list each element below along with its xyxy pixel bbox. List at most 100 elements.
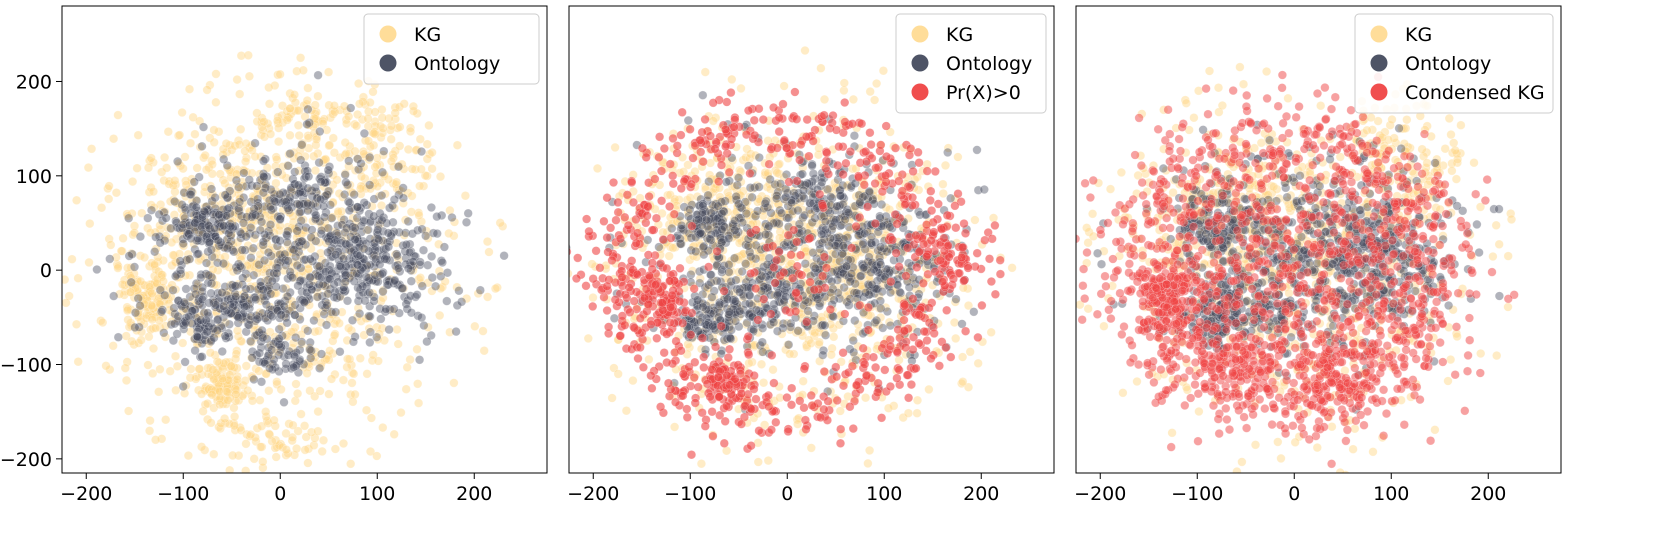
scatter-point: [104, 234, 114, 244]
scatter-point: [281, 445, 291, 455]
scatter-point: [277, 110, 287, 121]
legend-label: KG: [414, 24, 441, 46]
scatter-point: [104, 181, 114, 191]
scatter-point: [190, 214, 200, 224]
scatter-point: [454, 286, 464, 296]
scatter-point: [62, 298, 71, 308]
scatter-point: [723, 353, 733, 363]
scatter-point: [838, 241, 848, 251]
scatter-point: [394, 185, 404, 195]
scatter-point: [312, 309, 322, 320]
scatter-point: [146, 324, 156, 335]
scatter-point: [742, 318, 752, 328]
scatter-point: [245, 431, 255, 441]
scatter-point: [291, 244, 301, 254]
scatter-point: [437, 282, 448, 292]
scatter-point: [926, 186, 936, 196]
scatter-point: [325, 346, 335, 356]
scatter-point: [248, 243, 258, 253]
scatter-point: [197, 227, 207, 237]
scatter-point: [205, 383, 215, 393]
scatter-point: [332, 293, 342, 303]
scatter-point: [221, 211, 232, 221]
scatter-point: [189, 239, 199, 249]
scatter-point: [241, 139, 251, 149]
scatter-point: [212, 325, 222, 336]
scatter-point: [232, 169, 242, 179]
scatter-point: [432, 229, 442, 239]
scatter-point: [238, 198, 248, 209]
scatter-point: [172, 361, 182, 371]
scatter-point: [232, 247, 242, 257]
scatter-point: [280, 296, 290, 306]
scatter-point: [142, 293, 152, 303]
scatter-point: [436, 283, 446, 294]
scatter-point: [376, 296, 386, 306]
scatter-point: [270, 332, 280, 342]
scatter-point: [218, 144, 228, 154]
scatter-point: [427, 147, 437, 158]
scatter-point: [314, 279, 324, 290]
scatter-point: [278, 205, 288, 215]
scatter-point: [298, 276, 309, 286]
scatter-point: [340, 168, 351, 178]
scatter-point: [130, 308, 141, 318]
scatter-point: [204, 270, 214, 280]
scatter-point: [277, 249, 287, 259]
scatter-point: [232, 378, 242, 388]
scatter-point: [622, 190, 632, 200]
scatter-point: [360, 296, 370, 306]
scatter-point: [271, 435, 281, 445]
scatter-point: [234, 182, 244, 192]
scatter-point: [222, 189, 232, 199]
scatter-point: [222, 235, 232, 245]
scatter-point: [214, 358, 224, 368]
scatter-point: [127, 281, 138, 291]
scatter-point: [235, 245, 245, 255]
scatter-point: [260, 331, 270, 341]
scatter-point: [218, 191, 228, 201]
scatter-point: [303, 444, 314, 454]
scatter-point: [237, 245, 247, 255]
scatter-point: [303, 133, 314, 143]
scatter-point: [295, 251, 305, 261]
scatter-point: [262, 172, 272, 182]
scatter-point: [293, 199, 303, 210]
scatter-point: [288, 217, 299, 227]
scatter-point: [249, 194, 259, 205]
scatter-point: [385, 274, 396, 284]
scatter-point: [216, 206, 226, 216]
scatter-point: [196, 272, 206, 283]
scatter-point: [698, 90, 708, 100]
scatter-point: [201, 165, 212, 175]
scatter-point: [67, 254, 77, 264]
scatter-point: [197, 282, 207, 293]
scatter-point: [371, 257, 381, 267]
scatter-point: [1007, 263, 1017, 273]
scatter-point: [194, 215, 204, 225]
scatter-point: [291, 379, 301, 389]
scatter-point: [322, 304, 333, 314]
scatter-point: [292, 226, 302, 236]
scatter-point: [785, 349, 795, 359]
scatter-point: [310, 119, 320, 129]
scatter-point: [289, 90, 300, 100]
scatter-point: [656, 166, 667, 176]
scatter-point: [693, 214, 704, 224]
scatter-point: [377, 104, 387, 115]
scatter-point: [178, 338, 188, 348]
scatter-point: [105, 365, 115, 375]
scatter-point: [379, 146, 389, 156]
scatter-point: [378, 285, 388, 296]
scatter-point: [202, 225, 212, 235]
scatter-point: [423, 322, 433, 332]
scatter-point: [164, 305, 174, 315]
scatter-point: [236, 425, 246, 435]
scatter-point: [186, 186, 196, 197]
scatter-point: [236, 214, 246, 224]
scatter-point: [224, 363, 234, 373]
scatter-point: [356, 158, 366, 169]
scatter-point: [145, 426, 155, 436]
scatter-point: [602, 305, 612, 316]
scatter-point: [204, 237, 214, 247]
